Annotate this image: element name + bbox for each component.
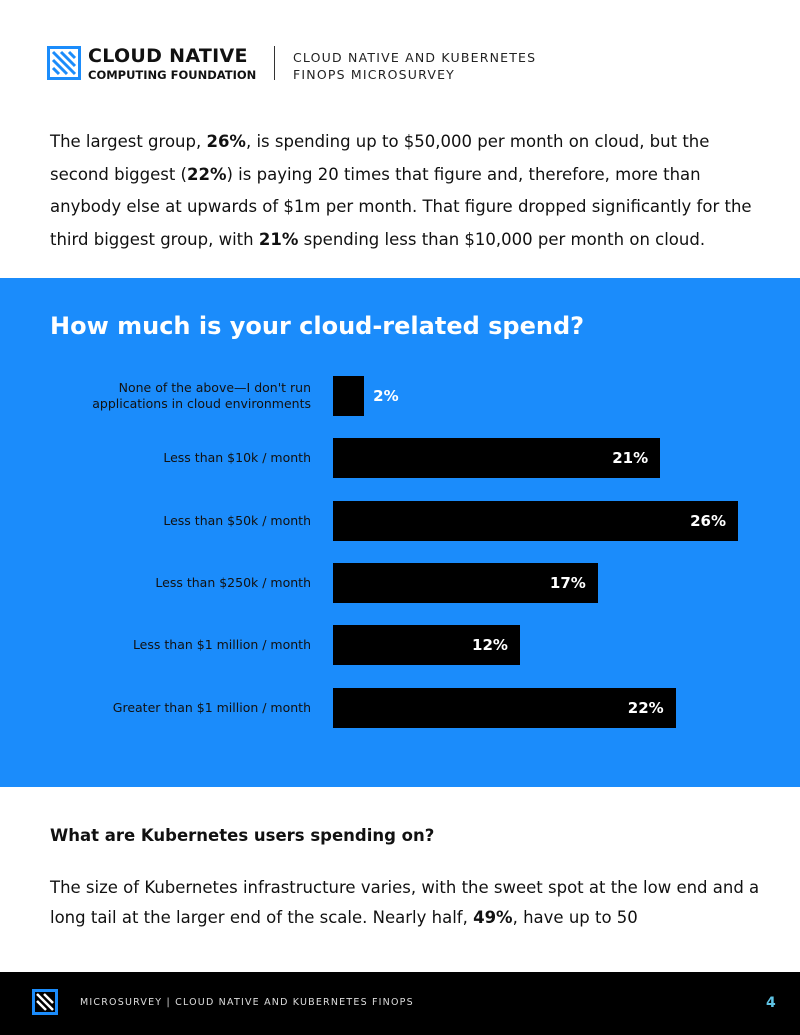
emphasis: 49% [473, 908, 513, 927]
section-heading: What are Kubernetes users spending on? [50, 826, 435, 845]
category-label: Less than $50k / month [163, 513, 311, 528]
bar [333, 376, 365, 416]
org-name: CLOUD NATIVE [88, 45, 248, 67]
value-label: 12% [472, 636, 508, 654]
value-label: 22% [627, 699, 664, 717]
bar [333, 625, 520, 665]
text-run: The largest group, [50, 132, 207, 151]
value-label: 21% [612, 449, 649, 467]
text-run: spending less than $10,000 per month on … [298, 229, 706, 249]
value-label: 2% [373, 387, 399, 405]
text-run: ) is paying 20 times that figure and, th… [50, 164, 752, 249]
category-label: None of the above—I don't run applicatio… [92, 380, 311, 411]
emphasis: 26% [206, 132, 246, 151]
paragraph: The size of Kubernetes infrastructure va… [50, 873, 760, 933]
emphasis: 21% [258, 229, 299, 249]
text-run: The size of Kubernetes infrastructure va… [50, 878, 760, 927]
category-label: Less than $10k / month [163, 450, 311, 465]
bar [333, 501, 738, 541]
footer-logo [32, 989, 58, 1015]
logo [47, 46, 81, 80]
chart-title: How much is your cloud-related spend? [50, 312, 585, 340]
report-title: FINOPS MICROSURVEY [293, 67, 456, 82]
org-name: COMPUTING FOUNDATION [88, 68, 257, 82]
bar [333, 563, 598, 603]
category-label: Less than $250k / month [155, 575, 311, 590]
divider [274, 46, 275, 80]
category-label: Greater than $1 million / month [112, 700, 311, 715]
footer-text: MICROSURVEY | CLOUD NATIVE AND KUBERNETE… [80, 997, 414, 1008]
footer [0, 972, 800, 1035]
value-label: 26% [690, 512, 726, 530]
text-run: , have up to 50 [512, 908, 638, 927]
text-run: , is spending up to $50,000 per month on… [50, 132, 710, 184]
report-title: CLOUD NATIVE AND KUBERNETES [293, 50, 537, 65]
category-label: Less than $1 million / month [132, 637, 311, 652]
emphasis: 22% [187, 164, 227, 184]
bar [333, 438, 661, 478]
page-number: 4 [766, 995, 776, 1011]
value-label: 17% [549, 574, 586, 592]
bar [333, 688, 676, 728]
paragraph: The largest group, 26%, is spending up t… [50, 126, 760, 256]
